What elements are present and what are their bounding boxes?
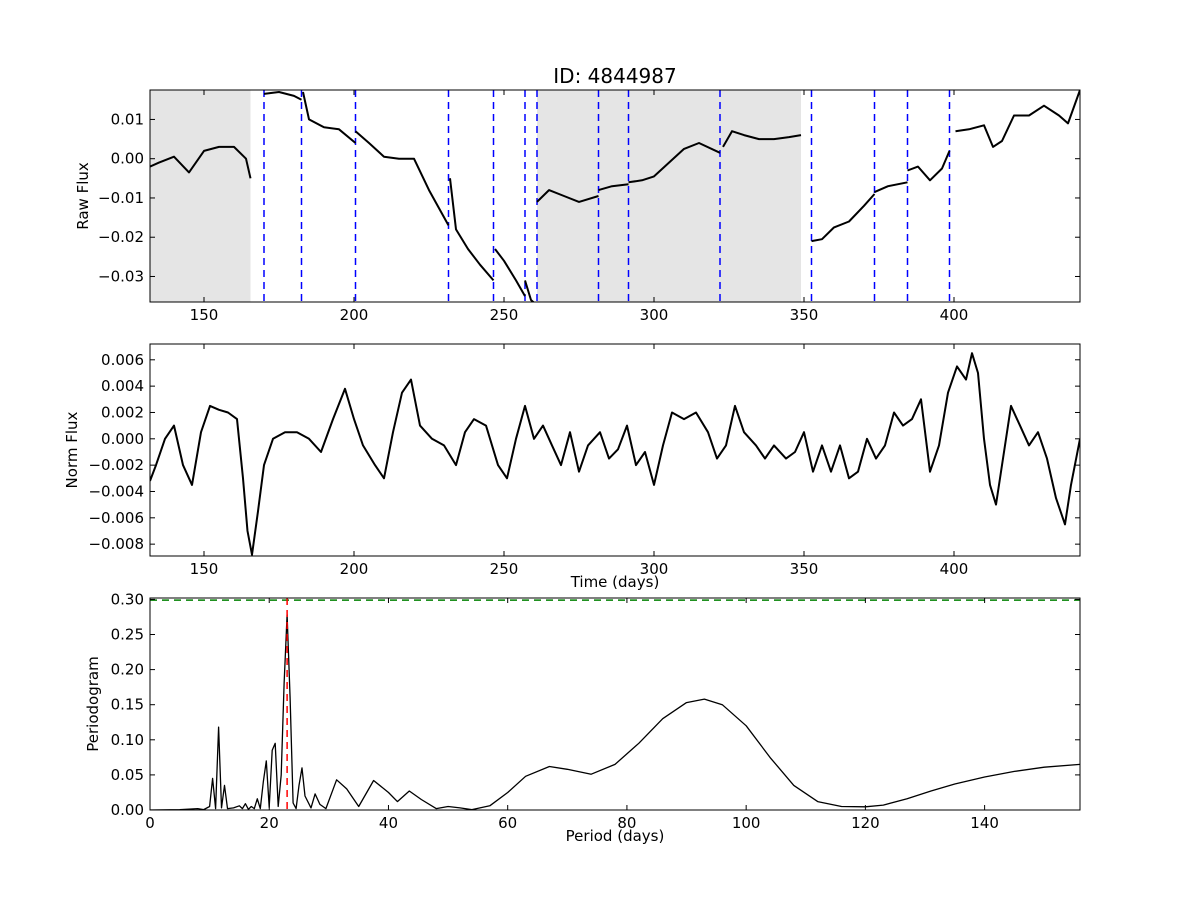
flux-segment [874,181,908,194]
flux-segment [302,91,357,144]
x-tick-label: 150 [190,560,219,578]
x-tick-label: 250 [490,560,519,578]
x-tick-label: 250 [490,306,519,324]
x-axis-label: Time (days) [570,573,660,591]
axes-frame [149,343,1081,557]
x-tick-label: 120 [851,814,880,832]
y-tick-label: 0.004 [101,377,144,395]
flux-segment [628,142,721,184]
plot-area [150,598,1080,810]
x-tick-label: 40 [379,814,398,832]
y-tick-label: 0.20 [111,661,144,679]
x-tick-label: 400 [940,306,969,324]
y-tick-label: −0.02 [98,228,144,246]
x-tick-label: 150 [190,306,219,324]
y-tick-label: −0.03 [98,267,144,285]
norm-flux-panel: 150 200 250 300 350 400 −0.008 −0.006 −0.004 −0.0… [63,343,1081,591]
flux-segment [722,130,802,148]
y-tick-label: 0.002 [101,403,144,421]
y-tick-label: 0.00 [111,801,144,819]
x-tick-label: 100 [732,814,761,832]
y-tick-label: −0.01 [98,189,144,207]
x-tick-label: 0 [145,814,155,832]
flux-segment [263,91,302,101]
y-tick-label: −0.002 [88,456,144,474]
periodogram-panel: 0 20 40 60 80 100 120 140 0.00 0.05 0.10 0.15 0.20 0.… [84,590,1081,845]
flux-segment [955,90,1080,148]
x-tick-label: 60 [498,814,517,832]
y-tick-label: 0.01 [111,110,144,128]
plot-area [150,90,1080,302]
raw-flux-panel: 150 200 250 300 350 400 −0.03 −0.02 −0.01 0.00 0.0… [74,89,1081,324]
flux-segment [524,280,535,302]
y-tick-label: −0.006 [88,509,144,527]
axes-frame [149,597,1081,811]
y-tick-label: 0.006 [101,351,144,369]
plot-area [150,352,1080,556]
x-tick-label: 350 [790,560,819,578]
y-tick-label: 0.30 [111,590,144,608]
x-tick-label: 350 [790,306,819,324]
flux-segment [811,193,876,243]
shaded-region [150,90,251,302]
flux-segment [354,130,450,226]
x-tick-label: 300 [640,306,669,324]
x-tick-label: 200 [340,306,369,324]
flux-segment [598,183,629,192]
x-tick-label: 300 [640,560,669,578]
x-axis-label: Period (days) [566,827,665,845]
y-tick-label: −0.004 [88,482,144,500]
y-tick-label: −0.008 [88,535,144,553]
periodogram-line [150,614,1080,810]
x-tick-label: 200 [340,560,369,578]
y-tick-label: 0.15 [111,696,144,714]
x-tick-label: 80 [617,814,636,832]
y-axis-label: Periodogram [84,656,102,751]
x-tick-label: 20 [260,814,279,832]
x-tick-label: 140 [970,814,999,832]
x-tick-label: 400 [940,560,969,578]
y-tick-label: 0.05 [111,766,144,784]
y-axis-label: Raw Flux [74,162,92,230]
flux-segment [907,150,951,182]
y-tick-label: 0.25 [111,626,144,644]
y-tick-label: 0.10 [111,731,144,749]
y-tick-label: 0.000 [101,430,144,448]
norm-flux-line [150,352,1080,556]
flux-segment [536,189,599,203]
y-tick-label: 0.00 [111,150,144,168]
flux-segment [494,248,526,297]
flux-segment [150,145,252,179]
figure-title: ID: 4844987 [553,64,676,88]
flux-segment [449,178,495,282]
shaded-region [537,90,801,302]
y-axis-label: Norm Flux [63,411,81,488]
axes-frame [149,89,1081,303]
